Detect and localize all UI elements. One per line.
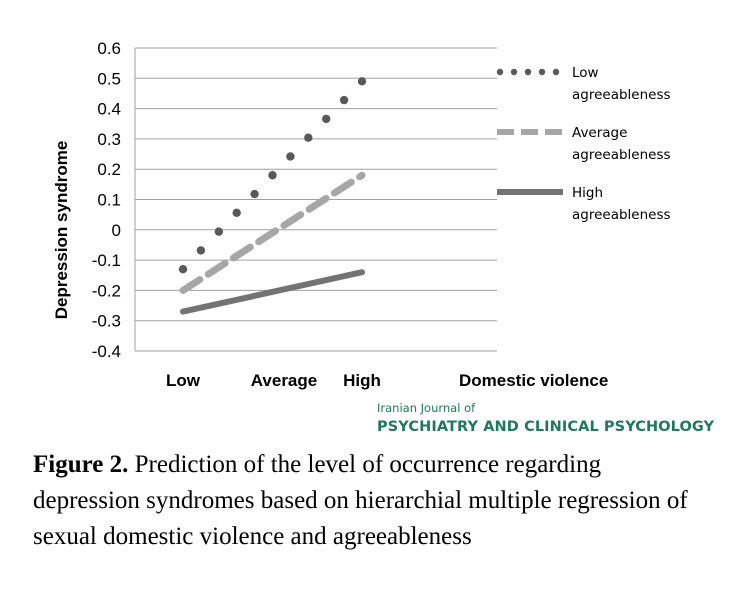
- series-point-low-agreeableness: [232, 208, 241, 218]
- series-lines: [178, 77, 367, 315]
- series-line-high-agreeableness: [180, 269, 365, 315]
- series-point-low-agreeableness: [357, 77, 367, 86]
- journal-name-line2: PSYCHIATRY AND CLINICAL PSYCHOLOGY: [377, 419, 715, 435]
- series-point-low-agreeableness: [286, 152, 295, 161]
- legend-label: agreeableness: [572, 87, 671, 103]
- x-tick-label: Average: [251, 371, 317, 390]
- series-point-low-agreeableness: [196, 246, 206, 255]
- caption-text: Prediction of the level of occurrence re…: [33, 451, 688, 550]
- legend-swatch-low-agreeableness: [538, 68, 546, 76]
- y-tick-label: 0.3: [97, 130, 121, 149]
- legend-label: High: [572, 185, 603, 201]
- x-tick-label: High: [343, 371, 381, 390]
- y-tick-label: -0.1: [92, 251, 121, 270]
- legend-label: agreeableness: [572, 207, 671, 223]
- y-tick-label: 0: [112, 221, 121, 240]
- legend-label: agreeableness: [572, 147, 671, 163]
- legend-swatch-low-agreeableness: [524, 68, 532, 76]
- y-tick-label: -0.2: [92, 281, 121, 300]
- y-tick-label: 0.6: [97, 39, 121, 58]
- legend-label: Low: [572, 65, 599, 81]
- x-axis-title: Domestic violence: [459, 371, 608, 390]
- y-axis-label: Depression syndrome: [52, 141, 71, 320]
- series-point-low-agreeableness: [304, 133, 313, 142]
- legend-swatch-low-agreeableness: [552, 68, 560, 76]
- legend-swatch-low-agreeableness: [496, 68, 504, 76]
- journal-name-line1: Iranian Journal of: [377, 401, 476, 415]
- series-point-low-agreeableness: [250, 189, 259, 199]
- y-tick-label: 0.1: [97, 191, 121, 210]
- series-point-low-agreeableness: [178, 264, 188, 274]
- y-tick-label: -0.4: [92, 342, 121, 361]
- figure-label: Figure 2.: [33, 451, 129, 478]
- series-point-low-agreeableness: [339, 95, 349, 105]
- legend-swatch-low-agreeableness: [510, 68, 518, 76]
- series-point-low-agreeableness: [214, 227, 223, 236]
- legend: Low agreeableness Average agreeableness High…: [496, 65, 671, 223]
- y-tick-label: -0.3: [92, 312, 121, 331]
- y-tick-label: 0.2: [97, 160, 121, 179]
- journal-logo: Iranian Journal of PSYCHIATRY AND CLINIC…: [377, 401, 715, 435]
- x-tick-label: Low: [166, 371, 201, 390]
- figure-caption: Figure 2. Prediction of the level of occ…: [33, 447, 713, 555]
- series-point-low-agreeableness: [268, 171, 277, 180]
- y-tick-label: 0.4: [97, 100, 121, 119]
- x-tick-labels: Low Average High: [166, 371, 381, 390]
- series-line-average-agreeableness: [179, 171, 366, 294]
- legend-label: Average: [572, 125, 627, 141]
- y-tick-label: 0.5: [97, 69, 121, 88]
- grid-lines: [134, 47, 497, 352]
- series-point-low-agreeableness: [322, 114, 331, 124]
- y-tick-labels: 0.6 0.5 0.4 0.3 0.2 0.1 0 -0.1 -0.2 -0.3 -0.4: [92, 39, 121, 361]
- chart: 0.6 0.5 0.4 0.3 0.2 0.1 0 -0.1 -0.2 -0.3 -0.4 Depr…: [52, 39, 715, 435]
